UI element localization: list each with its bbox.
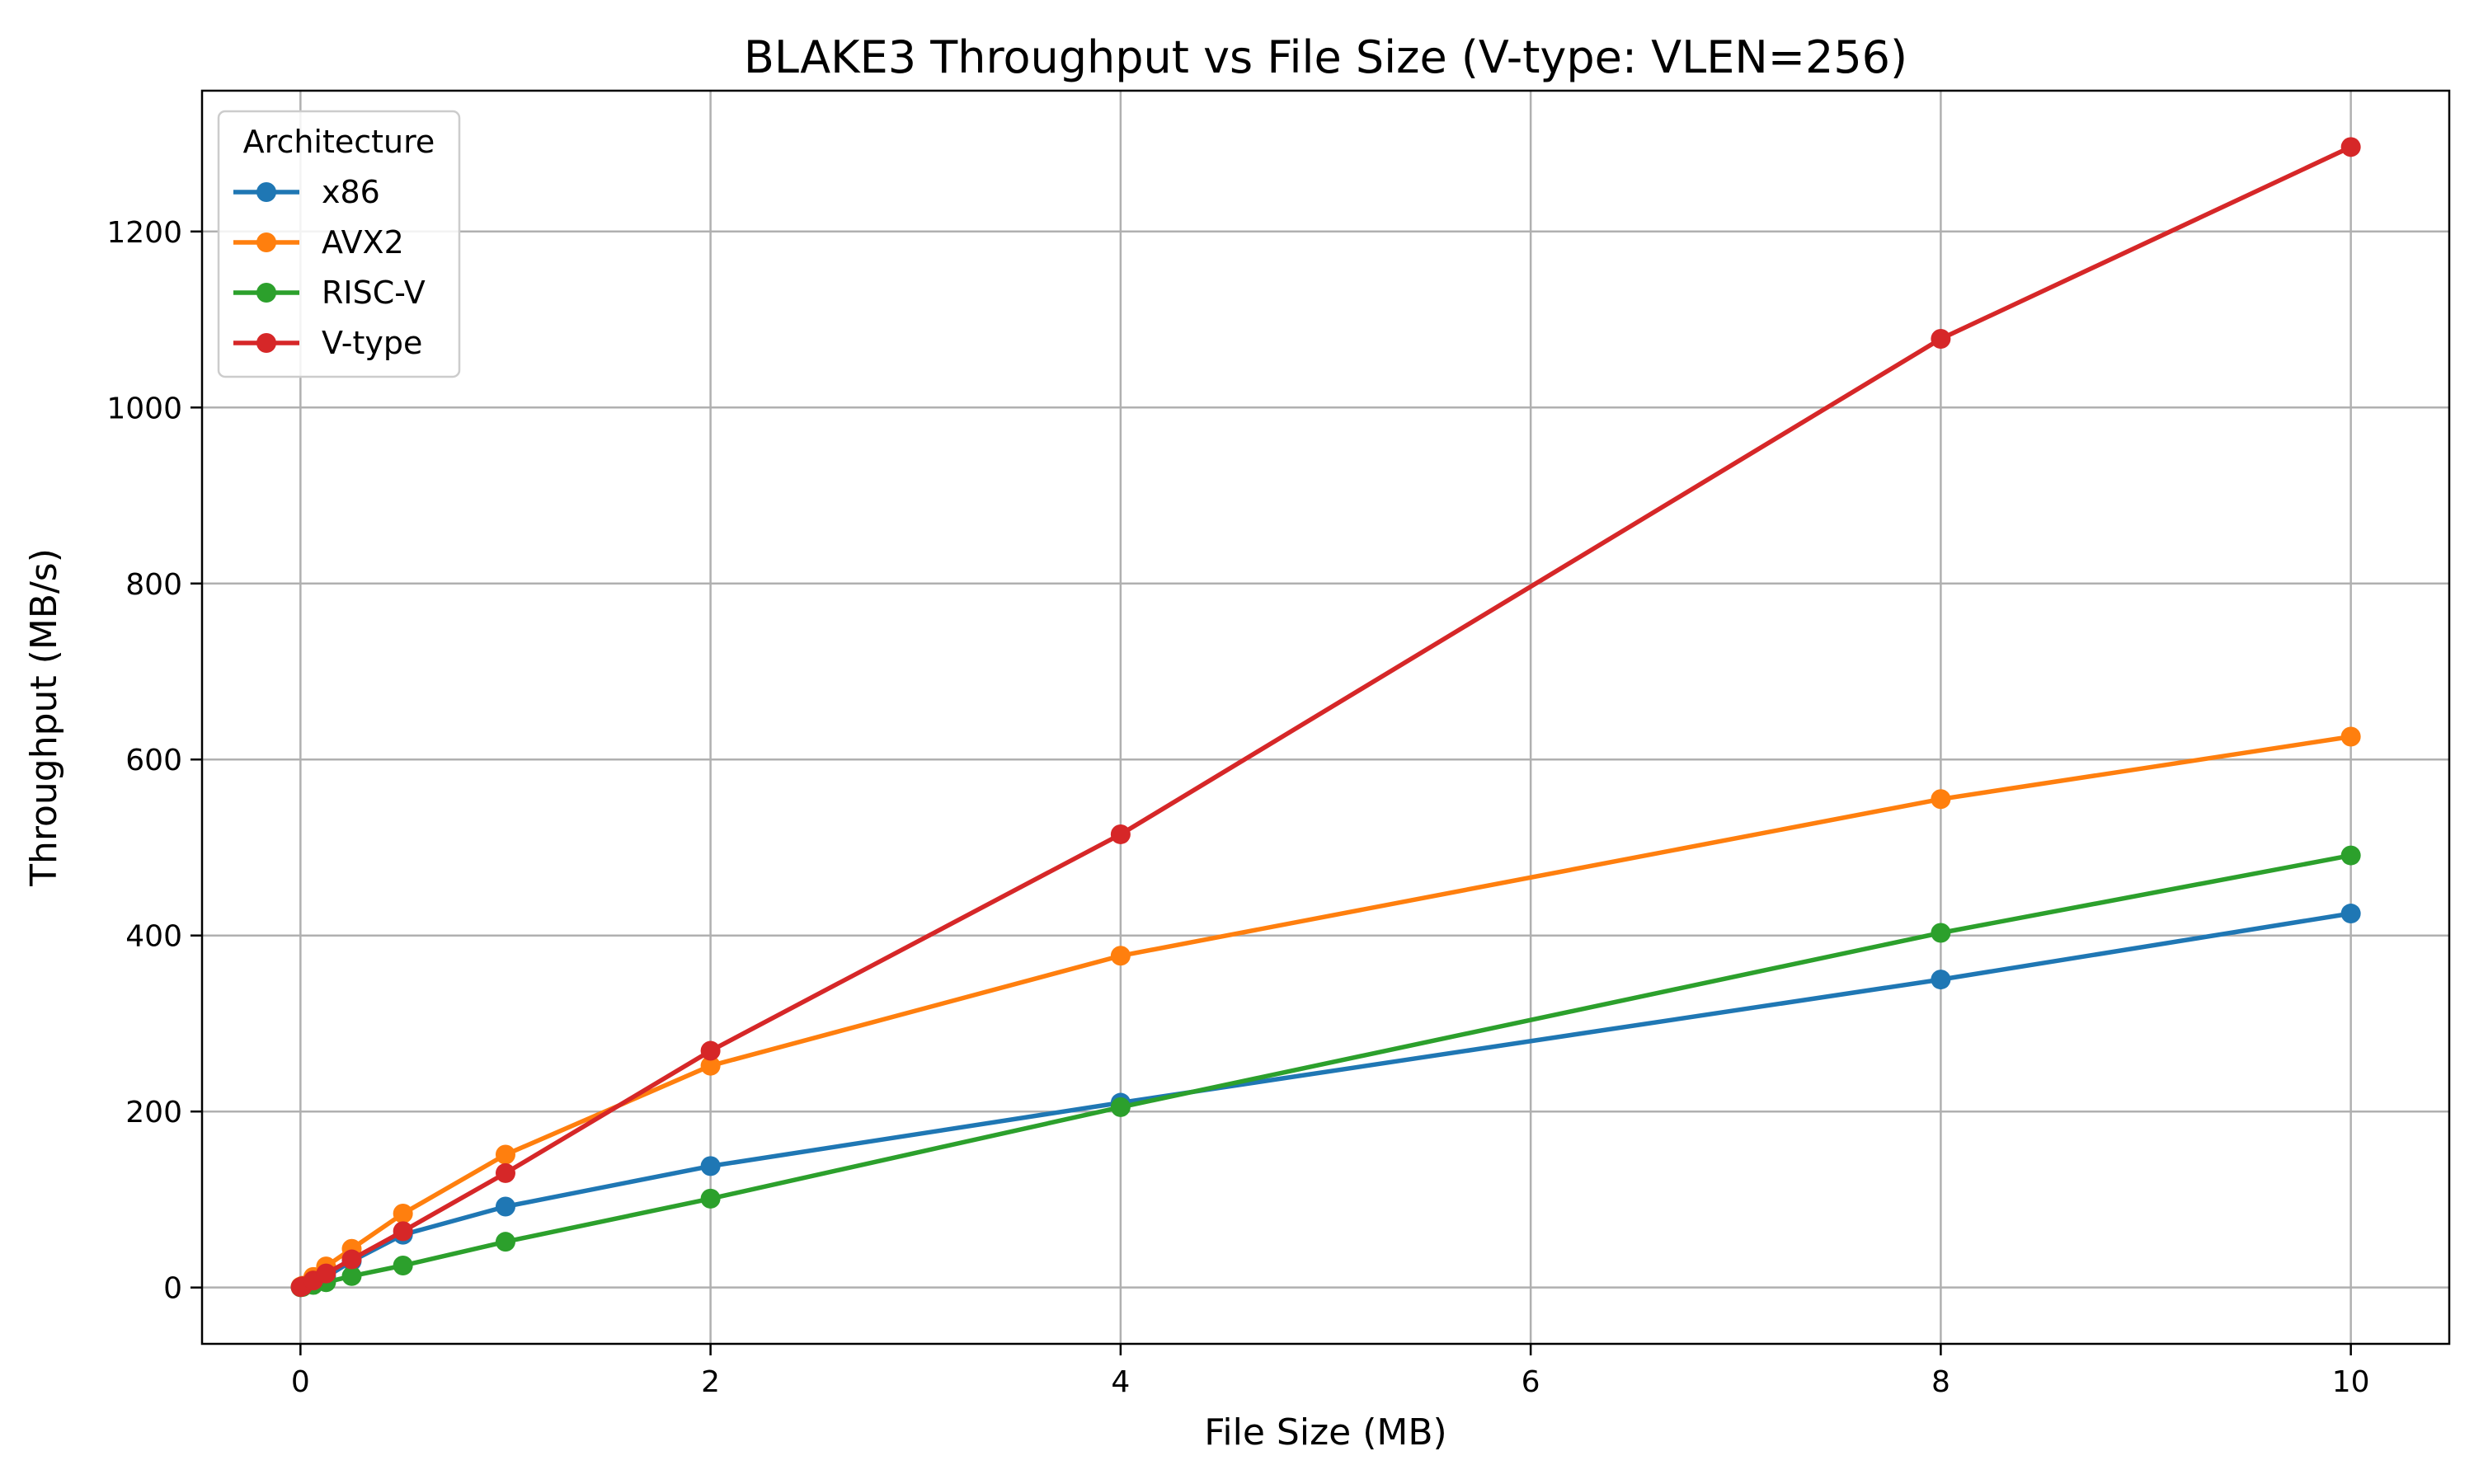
y-tick-label: 200 — [125, 1096, 182, 1129]
legend-item-v-type: V-type — [233, 325, 422, 361]
data-point-v-type — [1110, 824, 1131, 844]
legend-item-avx2: AVX2 — [233, 224, 404, 261]
data-point-avx2 — [700, 1055, 721, 1076]
x-tick-label: 8 — [1931, 1365, 1950, 1399]
y-axis-label: Throughput (MB/s) — [23, 548, 65, 887]
legend-label: AVX2 — [322, 224, 404, 261]
data-point-x86 — [1931, 970, 1951, 990]
data-point-v-type — [1931, 329, 1951, 350]
legend-box — [217, 110, 461, 378]
legend-swatch-marker — [256, 182, 276, 202]
data-point-risc-v — [495, 1232, 515, 1252]
series-v-type — [290, 137, 2361, 1298]
data-point-risc-v — [341, 1266, 362, 1286]
x-tick-label: 10 — [2332, 1365, 2370, 1399]
data-point-risc-v — [1110, 1097, 1131, 1117]
data-point-risc-v — [1931, 923, 1951, 943]
data-point-avx2 — [2340, 726, 2361, 747]
x-tick-label: 0 — [291, 1365, 310, 1399]
legend-swatch-marker — [256, 333, 276, 353]
x-axis-label: File Size (MB) — [1204, 1411, 1446, 1453]
data-point-v-type — [700, 1040, 721, 1061]
data-point-risc-v — [2340, 845, 2361, 866]
data-point-v-type — [341, 1249, 362, 1270]
chart-title: BLAKE3 Throughput vs File Size (V-type: … — [744, 31, 1907, 83]
legend-swatch-marker — [256, 283, 276, 303]
x-tick-label: 6 — [1522, 1365, 1540, 1399]
y-tick-label: 0 — [163, 1272, 182, 1306]
data-point-x86 — [700, 1156, 721, 1176]
y-tick-label: 600 — [125, 744, 182, 777]
y-tick-label: 400 — [125, 920, 182, 954]
legend-items: x86 AVX2 RISC-V V-type — [233, 174, 426, 361]
data-point-avx2 — [1931, 789, 1951, 810]
ticks: 0 2 4 6 8 10 0 200 400 600 800 1000 1200 — [106, 216, 2369, 1399]
data-point-risc-v — [700, 1188, 721, 1209]
data-point-v-type — [495, 1162, 515, 1183]
data-point-avx2 — [1110, 946, 1131, 966]
legend: Architecture x86 AVX2 RISC-V V-type — [217, 110, 461, 378]
data-point-avx2 — [393, 1204, 413, 1224]
y-tick-label: 1200 — [106, 216, 182, 250]
legend-label: V-type — [322, 325, 422, 361]
grid — [202, 91, 2449, 1344]
data-point-v-type — [2340, 137, 2361, 157]
legend-swatch-marker — [256, 232, 276, 252]
data-point-risc-v — [393, 1256, 413, 1275]
legend-item-risc-v: RISC-V — [233, 275, 426, 311]
data-point-x86 — [495, 1196, 515, 1217]
y-tick-label: 800 — [125, 568, 182, 602]
legend-title: Architecture — [243, 124, 435, 160]
legend-item-x86: x86 — [233, 174, 380, 210]
series-layer — [290, 137, 2361, 1298]
legend-label: x86 — [322, 174, 380, 210]
data-point-avx2 — [495, 1144, 515, 1165]
data-point-x86 — [2340, 904, 2361, 924]
plot-frame — [200, 89, 2451, 1345]
data-point-v-type — [393, 1221, 413, 1242]
data-point-v-type — [316, 1263, 336, 1284]
y-tick-label: 1000 — [106, 392, 182, 425]
x-tick-label: 2 — [701, 1365, 720, 1399]
x-tick-label: 4 — [1111, 1365, 1130, 1399]
legend-label: RISC-V — [322, 275, 426, 311]
